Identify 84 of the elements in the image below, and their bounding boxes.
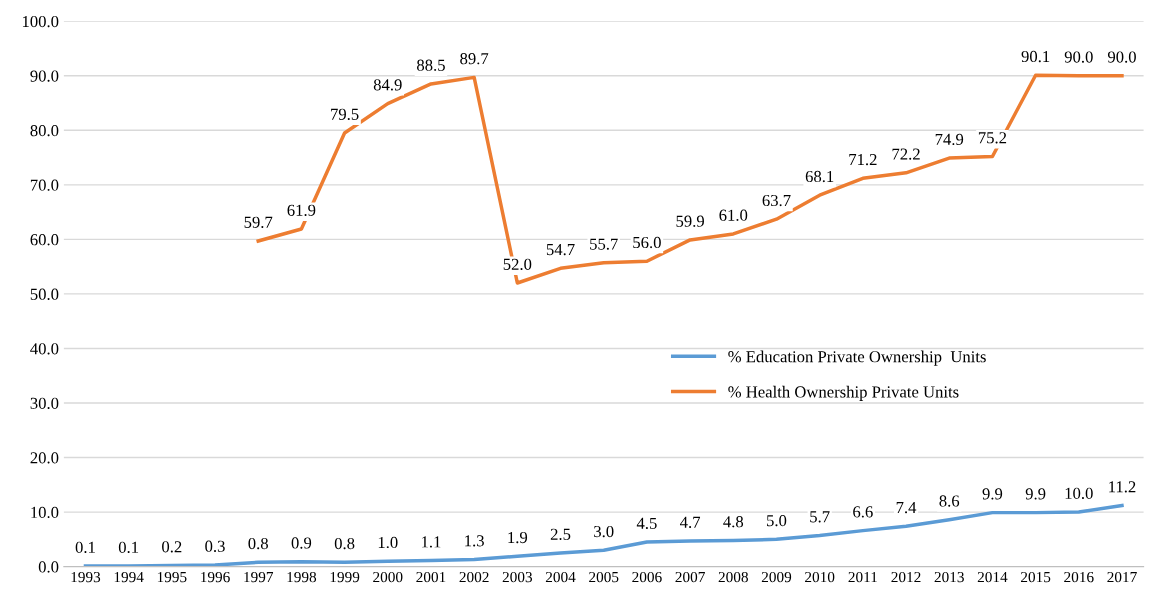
y-tick-label: 70.0 — [30, 179, 59, 191]
data-label: 0.9 — [291, 537, 312, 549]
data-label: 61.0 — [719, 209, 748, 221]
x-tick-label: 2009 — [761, 571, 792, 583]
data-label: 4.5 — [636, 517, 657, 530]
x-tick-label: 2016 — [1064, 571, 1094, 583]
data-label: 68.1 — [805, 170, 834, 183]
y-tick-label: 50.0 — [30, 288, 59, 300]
x-tick-label: 2000 — [373, 571, 403, 583]
x-tick-label: 1997 — [244, 571, 274, 583]
data-label: 0.8 — [334, 537, 355, 550]
legend-label: % Education Private Ownership Units — [728, 350, 986, 366]
y-tick-label: 30.0 — [30, 397, 59, 410]
x-tick-label: 2001 — [416, 571, 446, 583]
data-label: 1.3 — [465, 535, 484, 547]
data-label: 5.7 — [810, 511, 830, 523]
x-tick-label: 2017 — [1107, 571, 1137, 583]
data-label: 79.5 — [331, 108, 359, 120]
y-tick-label: 0.0 — [38, 561, 59, 573]
data-label: 1.0 — [378, 536, 398, 549]
data-label: 89.7 — [460, 53, 489, 65]
x-tick-label: 2015 — [1021, 571, 1051, 583]
data-label: 56.0 — [633, 236, 661, 249]
x-tick-label: 2007 — [675, 571, 705, 583]
data-label: 8.6 — [939, 495, 960, 507]
data-label: 0.8 — [248, 537, 268, 550]
x-tick-label: 2014 — [977, 571, 1008, 583]
y-tick-label: 20.0 — [30, 452, 59, 464]
data-label: 72.2 — [892, 148, 920, 160]
x-tick-label: 2011 — [848, 571, 877, 583]
data-label: 63.7 — [762, 194, 791, 207]
data-label: 88.5 — [417, 59, 445, 71]
data-label: 1.9 — [508, 531, 528, 544]
y-tick-label: 80.0 — [30, 124, 59, 137]
x-tick-label: 1999 — [330, 571, 360, 583]
data-label: 0.2 — [162, 541, 182, 553]
x-tick-label: 2010 — [805, 571, 835, 583]
y-tick-label: 40.0 — [30, 343, 59, 355]
y-tick-label: 10.0 — [31, 506, 59, 519]
x-tick-label: 1996 — [201, 571, 230, 583]
data-label: 3.0 — [594, 525, 614, 538]
data-label: 54.7 — [546, 244, 575, 256]
x-tick-label: 2012 — [891, 571, 921, 583]
y-tick-label: 60.0 — [30, 234, 59, 246]
data-label: 90.0 — [1064, 51, 1093, 63]
data-label: 90.1 — [1021, 50, 1050, 63]
x-tick-label: 1993 — [71, 571, 101, 583]
data-label: 2.5 — [550, 528, 571, 540]
data-label: 84.9 — [373, 79, 402, 91]
data-label: 90.0 — [1107, 51, 1136, 63]
x-tick-label: 2004 — [545, 571, 576, 583]
x-tick-label: 1994 — [114, 571, 144, 583]
x-tick-label: 2003 — [502, 571, 533, 583]
x-tick-label: 2008 — [718, 571, 748, 583]
y-tick-label: 100.0 — [22, 15, 59, 28]
x-tick-label: 2005 — [589, 571, 619, 583]
x-tick-label: 2013 — [934, 571, 964, 583]
data-label: 0.1 — [118, 541, 139, 554]
data-label: 0.1 — [75, 541, 95, 554]
data-label: 4.7 — [680, 516, 701, 528]
data-label: 5.0 — [767, 514, 787, 527]
x-tick-label: 2002 — [459, 571, 489, 583]
data-label: 6.6 — [853, 506, 873, 518]
data-label: 4.8 — [723, 516, 744, 528]
data-label: 11.2 — [1109, 481, 1136, 493]
data-label: 7.4 — [896, 502, 917, 514]
data-label: 75.2 — [978, 132, 1007, 144]
legend-label: % Health Ownership Private Units — [728, 385, 959, 401]
data-label: 52.0 — [503, 258, 532, 270]
data-label: 1.1 — [422, 536, 441, 548]
x-tick-label: 1995 — [157, 571, 187, 583]
data-label: 55.7 — [590, 238, 618, 250]
data-label: 59.7 — [244, 216, 273, 228]
data-label: 9.9 — [982, 488, 1003, 500]
data-label: 61.9 — [287, 204, 316, 216]
data-label: 10.0 — [1065, 487, 1093, 500]
x-tick-label: 1998 — [287, 571, 317, 583]
data-label: 0.3 — [205, 540, 225, 552]
data-label: 71.2 — [849, 153, 877, 166]
x-tick-label: 2006 — [632, 571, 662, 583]
data-label: 59.9 — [676, 215, 704, 227]
y-tick-label: 90.0 — [30, 70, 59, 82]
data-label: 74.9 — [935, 133, 964, 146]
data-label: 9.9 — [1025, 488, 1046, 500]
